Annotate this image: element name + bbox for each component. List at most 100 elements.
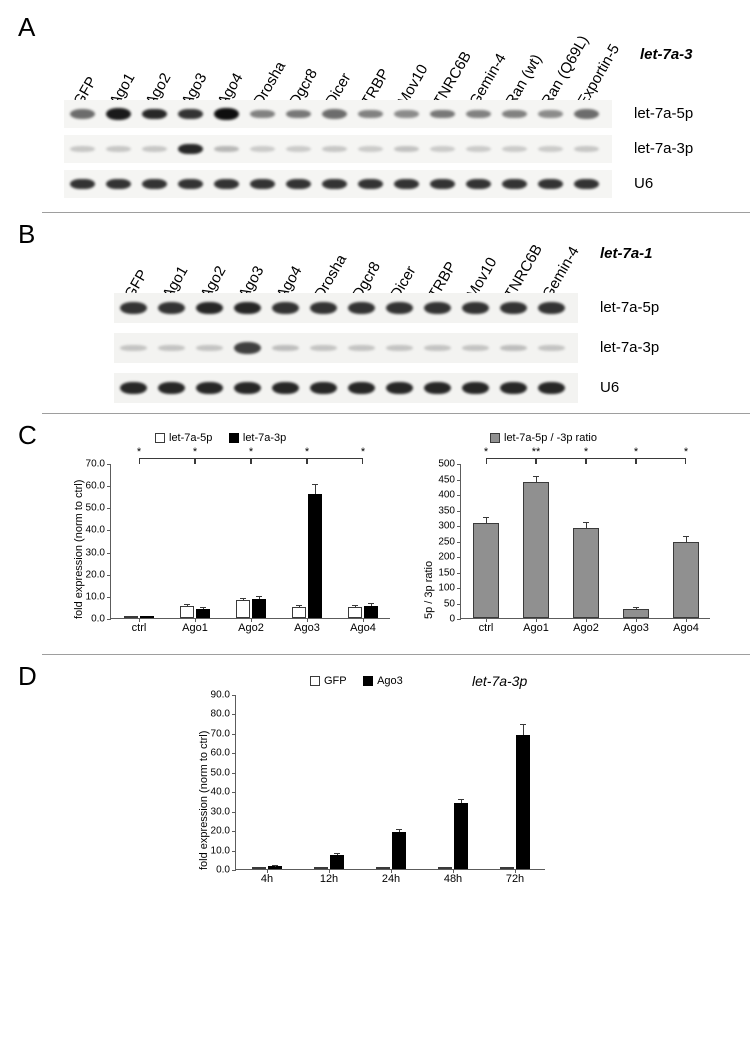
x-tick-label: Ago2 (238, 618, 264, 634)
y-tick-label: 500 (438, 459, 461, 470)
band (214, 108, 239, 119)
y-tick-label: 400 (438, 490, 461, 501)
y-tick-label: 10.0 (211, 845, 236, 856)
band (234, 382, 261, 394)
bar (364, 606, 378, 618)
band (430, 179, 455, 190)
legend-swatch-open (155, 433, 165, 443)
panel-a: A GFPAgo1Ago2Ago3Ago4DroshaDgcr8DicerTRB… (0, 0, 750, 212)
band (424, 302, 451, 313)
significance-bracket (486, 458, 536, 464)
band (502, 146, 527, 152)
bar (252, 599, 266, 618)
significance-star: * (684, 446, 688, 458)
y-tick-label: 60.0 (211, 748, 236, 759)
band (286, 179, 311, 190)
x-tick-label: 12h (320, 869, 338, 885)
band (386, 345, 413, 352)
y-axis-label: 5p / 3p ratio (423, 561, 435, 619)
band (574, 109, 599, 118)
y-tick-label: 20.0 (211, 826, 236, 837)
panel-c-label: C (18, 420, 37, 451)
panel-b-blot-area: GFPAgo1Ago2Ago3Ago4DroshaDgcr8DicerTRBPM… (0, 213, 750, 413)
row-label: let-7a-3p (600, 339, 659, 356)
band (272, 302, 299, 313)
significance-bracket (586, 458, 636, 464)
y-tick-label: 200 (438, 552, 461, 563)
bar (330, 855, 344, 869)
significance-star: * (484, 446, 488, 458)
y-tick-label: 150 (438, 567, 461, 578)
band (286, 110, 311, 119)
band (538, 146, 563, 152)
row-label: let-7a-5p (634, 105, 693, 122)
bar (196, 609, 210, 618)
panel-b-gene-label: let-7a-1 (600, 245, 653, 262)
bar (454, 803, 468, 869)
band (70, 179, 95, 190)
band (158, 382, 185, 394)
panel-d-chart-title: let-7a-3p (472, 673, 527, 689)
bar (314, 867, 328, 869)
band (574, 146, 599, 152)
legend-label-ratio: let-7a-5p / -3p ratio (504, 432, 597, 444)
legend-label-ago3: Ago3 (377, 675, 403, 687)
x-tick-label: Ago4 (350, 618, 376, 634)
x-tick-label: Ago3 (294, 618, 320, 634)
panel-d-chart: 0.010.020.030.040.050.060.070.080.090.0f… (235, 695, 545, 870)
band (322, 179, 347, 190)
panel-d: D GFP Ago3 let-7a-3p 0.010.020.030.040.0… (0, 655, 750, 1035)
band (424, 345, 451, 352)
band (466, 179, 491, 190)
band (310, 382, 337, 394)
band (500, 345, 527, 352)
band (358, 179, 383, 190)
legend-label-3p: let-7a-3p (243, 432, 286, 444)
bar (308, 494, 322, 618)
band (196, 302, 223, 314)
x-tick-label: Ago4 (673, 618, 699, 634)
significance-star: ** (532, 446, 541, 458)
significance-bracket (251, 458, 307, 464)
band (502, 179, 527, 190)
y-tick-label: 0.0 (216, 865, 236, 876)
band (120, 345, 147, 352)
band (272, 345, 299, 352)
y-tick-label: 350 (438, 505, 461, 516)
band (310, 302, 337, 313)
x-tick-label: 72h (506, 869, 524, 885)
band (574, 179, 599, 190)
band (348, 302, 375, 313)
x-tick-label: 4h (261, 869, 273, 885)
bar (348, 607, 362, 618)
band (538, 302, 565, 313)
band (322, 109, 347, 118)
bar (376, 867, 390, 869)
significance-star: * (193, 446, 197, 458)
x-tick-label: Ago2 (573, 618, 599, 634)
x-tick-label: Ago1 (523, 618, 549, 634)
band (142, 146, 167, 152)
bar (523, 482, 549, 618)
x-tick-label: 48h (444, 869, 462, 885)
legend-swatch-solid (229, 433, 239, 443)
y-tick-label: 300 (438, 521, 461, 532)
band (158, 345, 185, 352)
panel-d-label: D (18, 661, 37, 692)
band (500, 382, 527, 394)
significance-bracket (536, 458, 586, 464)
row-label: let-7a-5p (600, 299, 659, 316)
y-tick-label: 40.0 (86, 525, 111, 536)
band (214, 179, 239, 190)
y-tick-label: 30.0 (211, 806, 236, 817)
y-tick-label: 30.0 (86, 547, 111, 558)
bar (438, 867, 452, 869)
band (466, 146, 491, 152)
bar (268, 866, 282, 869)
band (286, 146, 311, 152)
row-label: U6 (600, 379, 619, 396)
band (538, 179, 563, 190)
y-tick-label: 90.0 (211, 690, 236, 701)
band (142, 109, 167, 120)
band (500, 302, 527, 313)
